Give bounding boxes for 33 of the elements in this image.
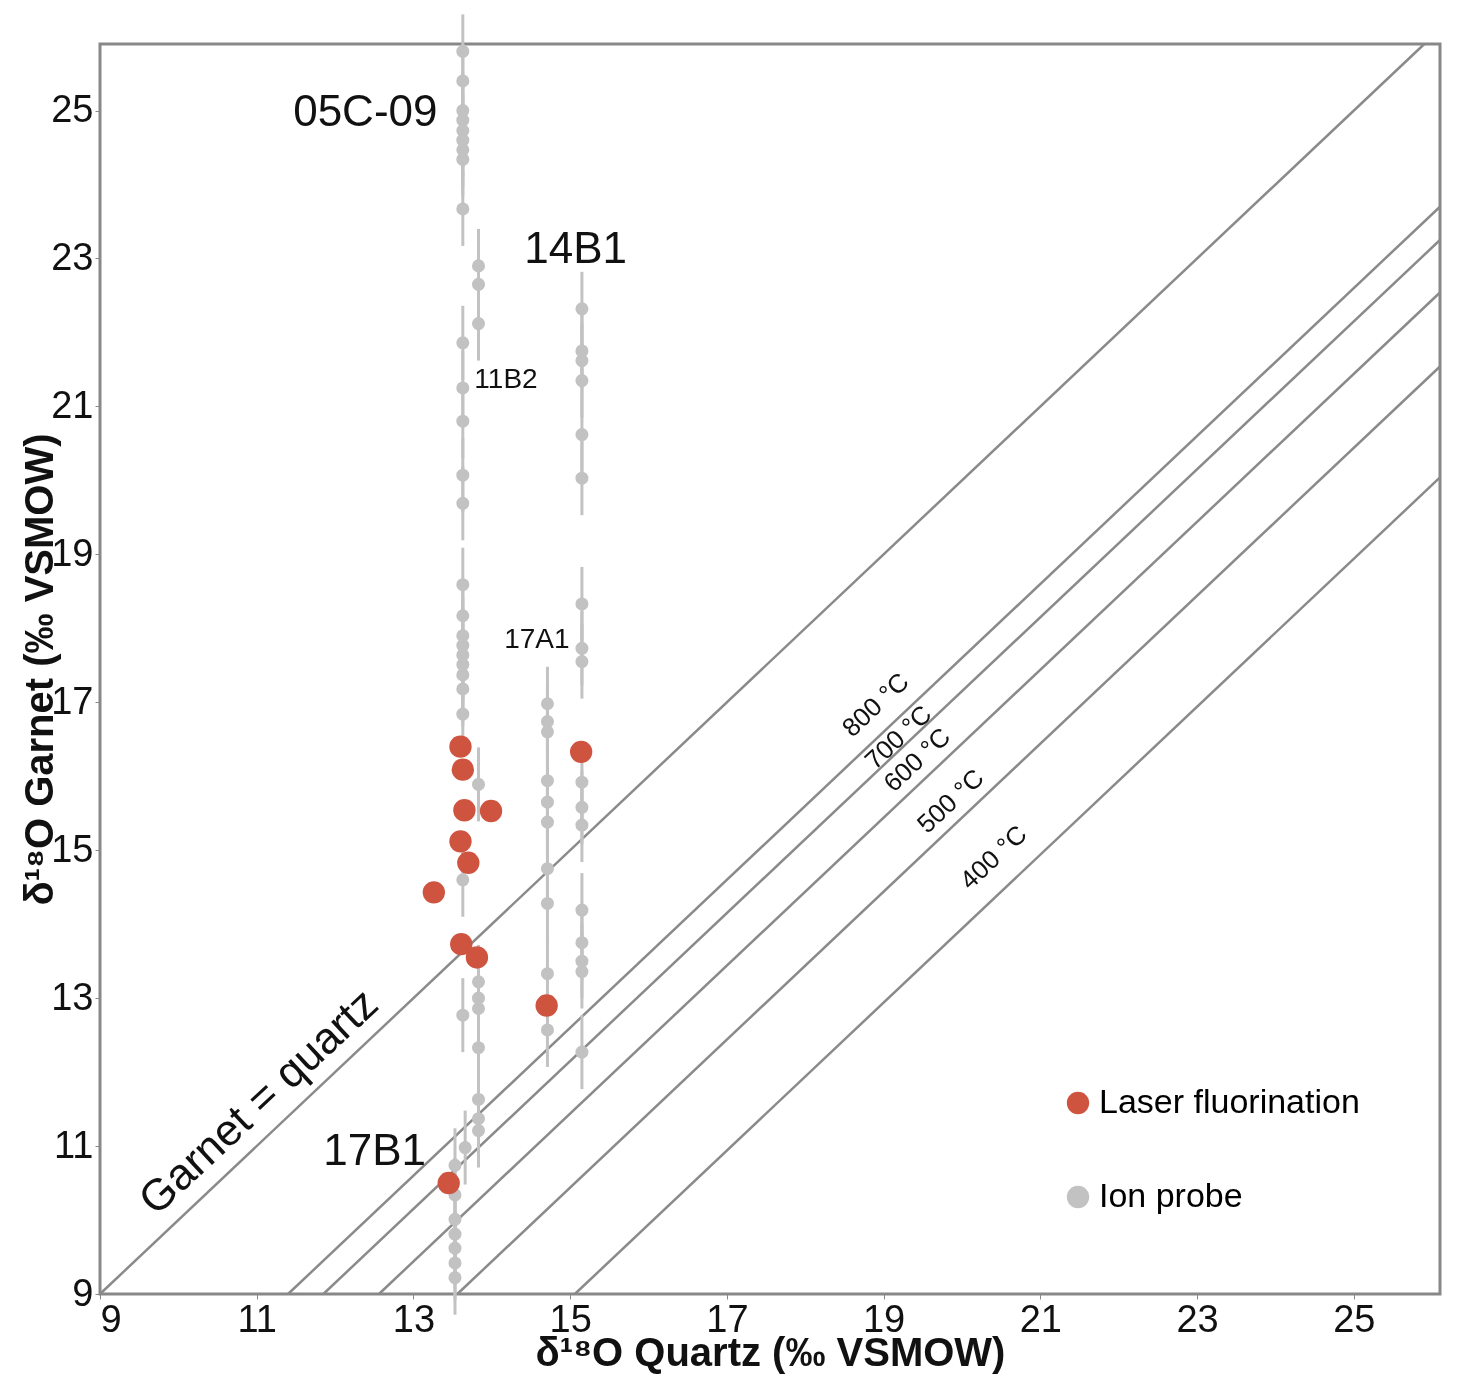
y-tick-label: 9 bbox=[72, 1271, 94, 1314]
point bbox=[465, 946, 489, 969]
legend-label: Ion probe bbox=[1099, 1176, 1243, 1214]
annotation: 17B1 bbox=[323, 1124, 427, 1174]
annotation: 400 °C bbox=[953, 818, 1033, 896]
annotation: 11B2 bbox=[474, 363, 538, 395]
point bbox=[449, 830, 472, 853]
point bbox=[450, 932, 473, 956]
x-tick-label: 25 bbox=[1333, 1297, 1376, 1340]
y-tick-label: 11 bbox=[54, 1123, 94, 1166]
point bbox=[453, 799, 476, 822]
y-tick-label: 21 bbox=[51, 383, 94, 426]
point bbox=[535, 994, 558, 1017]
x-tick-label: 9 bbox=[100, 1297, 122, 1340]
legend-label: Laser fluorination bbox=[1099, 1082, 1360, 1120]
point bbox=[479, 799, 503, 823]
annotation: 05C-09 bbox=[293, 85, 438, 135]
point bbox=[569, 740, 593, 763]
point bbox=[437, 1171, 460, 1195]
x-tick-label: 17 bbox=[706, 1297, 749, 1340]
annotation: 14B1 bbox=[524, 223, 628, 273]
y-tick-label: 23 bbox=[51, 236, 94, 278]
x-tick-label: 21 bbox=[1019, 1297, 1062, 1340]
annotation: 17A1 bbox=[504, 623, 570, 655]
y-tick-label: 13 bbox=[51, 975, 94, 1018]
point bbox=[451, 758, 474, 781]
x-tick-label: 13 bbox=[392, 1297, 436, 1340]
point bbox=[422, 881, 445, 904]
point bbox=[457, 851, 480, 874]
point bbox=[449, 735, 472, 758]
x-tick-label: 23 bbox=[1176, 1297, 1219, 1340]
x-tick-label: 11 bbox=[237, 1297, 277, 1340]
y-tick-label: 25 bbox=[51, 88, 94, 131]
